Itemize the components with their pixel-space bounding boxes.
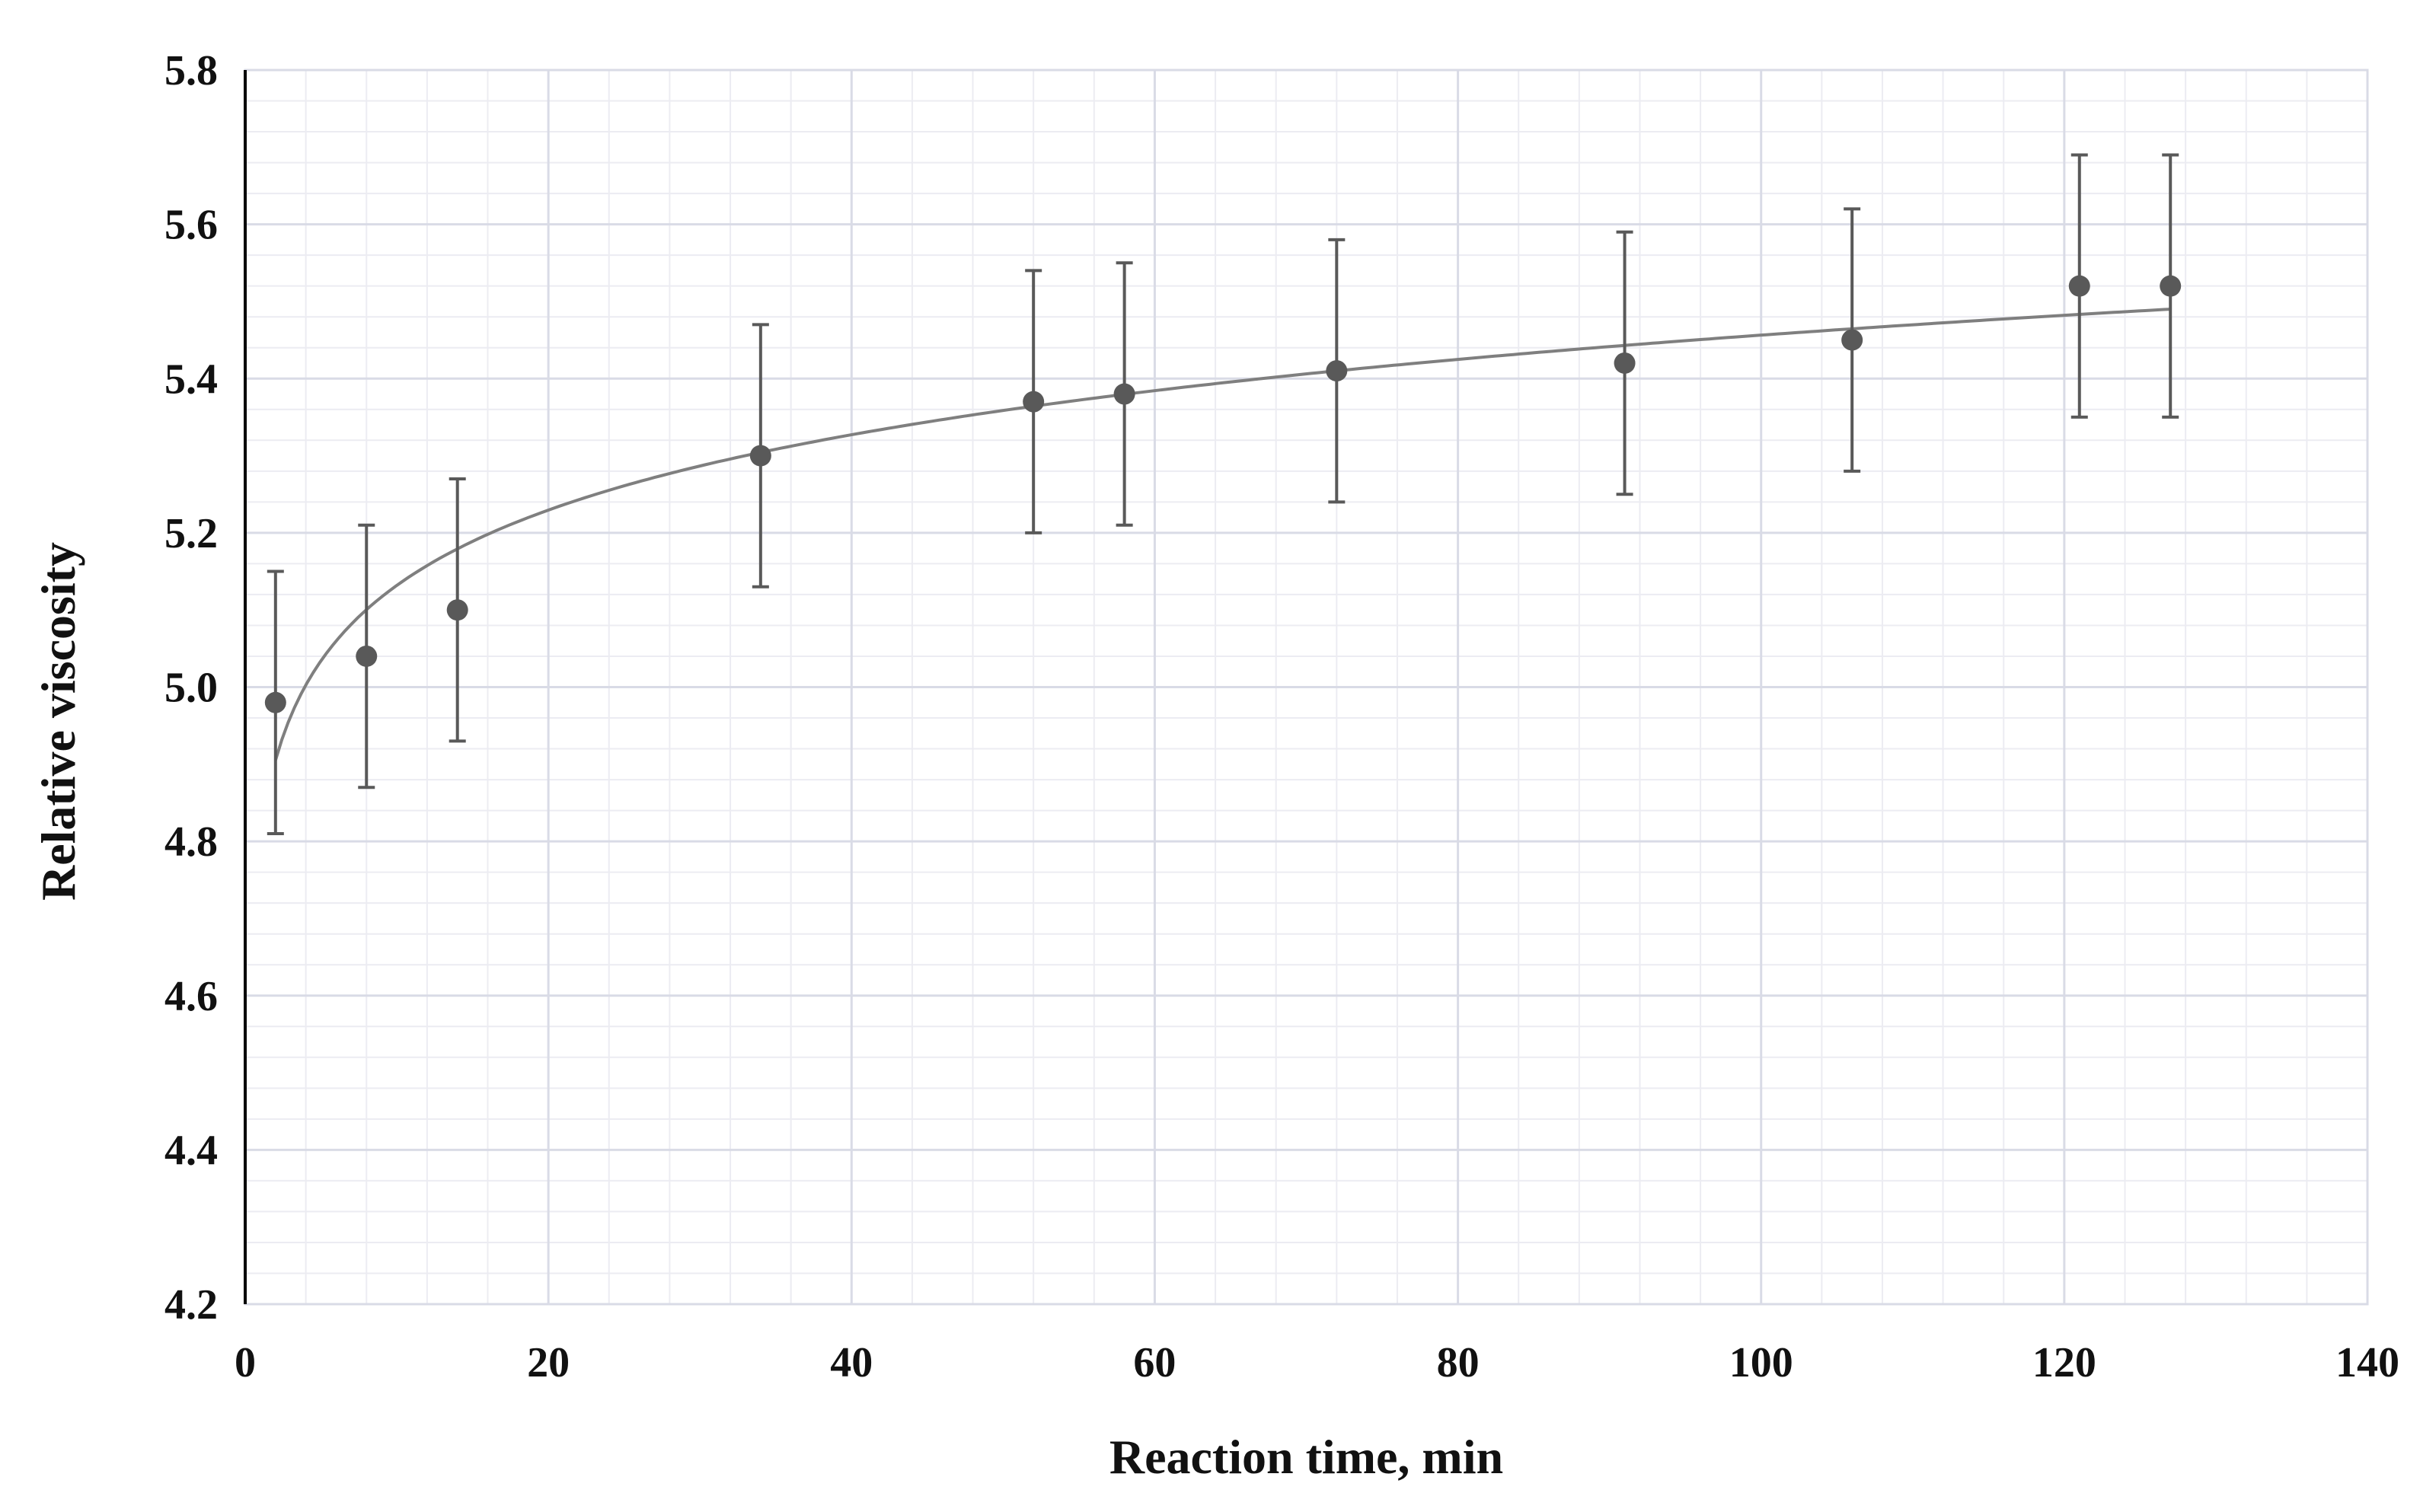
data-point bbox=[1614, 352, 1636, 374]
data-point bbox=[1326, 360, 1348, 382]
data-point bbox=[1023, 391, 1045, 413]
data-points bbox=[264, 275, 2182, 713]
x-tick-label: 20 bbox=[527, 1339, 570, 1386]
data-point bbox=[1113, 383, 1135, 405]
x-tick-label: 60 bbox=[1133, 1339, 1176, 1386]
y-tick-label: 5.6 bbox=[164, 202, 218, 249]
x-tick-label: 40 bbox=[830, 1339, 873, 1386]
data-point bbox=[356, 645, 378, 667]
data-point bbox=[1841, 329, 1863, 351]
x-tick-label: 100 bbox=[1729, 1339, 1793, 1386]
data-point bbox=[2160, 275, 2182, 297]
x-tick-label: 0 bbox=[235, 1339, 256, 1386]
y-tick-label: 4.8 bbox=[164, 818, 218, 866]
y-tick-label: 5.2 bbox=[164, 510, 218, 557]
x-tick-label: 80 bbox=[1437, 1339, 1480, 1386]
y-axis-title: Relative viscosity bbox=[31, 542, 85, 901]
y-tick-label: 4.6 bbox=[164, 973, 218, 1020]
data-point bbox=[749, 445, 771, 467]
y-tick-label: 5.4 bbox=[164, 356, 218, 403]
x-axis-tick-labels: 0 20 40 60 80 100 120 140 bbox=[235, 1339, 2399, 1386]
x-tick-label: 140 bbox=[2335, 1339, 2399, 1386]
y-tick-label: 5.0 bbox=[164, 665, 218, 712]
data-point bbox=[264, 691, 286, 713]
y-tick-label: 4.2 bbox=[164, 1281, 218, 1329]
y-tick-label: 4.4 bbox=[164, 1127, 218, 1174]
x-axis-title: Reaction time, min bbox=[1109, 1430, 1503, 1484]
data-point bbox=[446, 599, 468, 621]
logarithmic-trendline bbox=[273, 308, 2171, 761]
y-tick-label: 5.8 bbox=[164, 47, 218, 94]
y-axis-tick-labels: 4.2 4.4 4.6 4.8 5.0 5.2 5.4 5.6 5.8 bbox=[164, 47, 218, 1329]
data-point bbox=[2068, 275, 2090, 297]
x-tick-label: 120 bbox=[2032, 1339, 2096, 1386]
